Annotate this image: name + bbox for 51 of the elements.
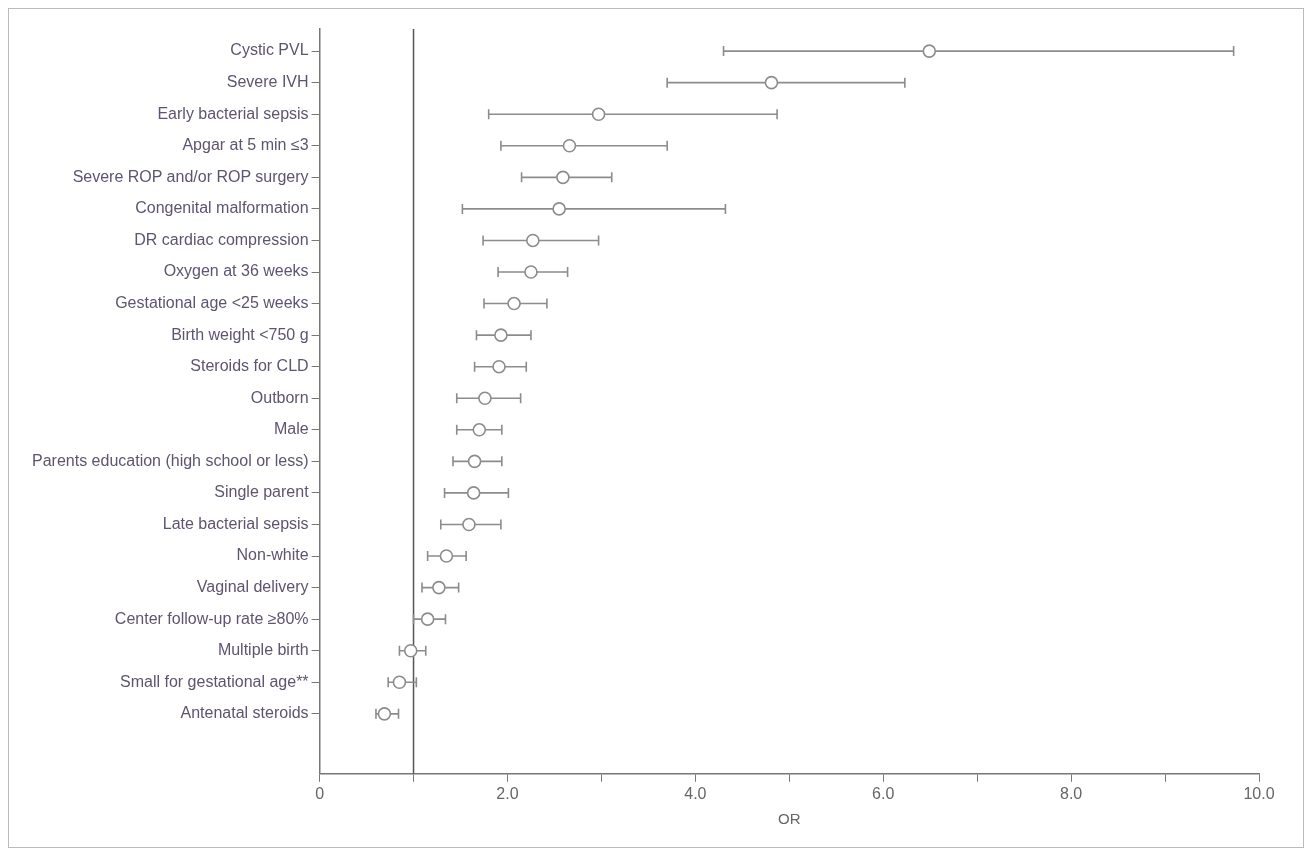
point bbox=[420, 612, 435, 626]
y-tick-label: Birth weight <750 g bbox=[171, 325, 309, 343]
y-tick-label: Antenatal steroids bbox=[180, 704, 309, 722]
y-tick-label: Severe ROP and/or ROP surgery bbox=[72, 167, 309, 185]
y-tick-label: Steroids for CLD bbox=[190, 357, 309, 375]
y-tick-label: Single parent bbox=[214, 483, 310, 501]
y-tick-label: Oxygen at 36 weeks bbox=[163, 262, 309, 280]
y-tick-label: Parents education (high school or less) bbox=[32, 451, 309, 469]
point bbox=[591, 107, 606, 122]
point bbox=[377, 707, 392, 721]
point bbox=[494, 328, 508, 342]
y-tick-label: Vaginal delivery bbox=[196, 578, 309, 596]
y-tick-label: Early bacterial sepsis bbox=[157, 104, 309, 122]
point bbox=[439, 549, 454, 563]
y-tick-label: Multiple birth bbox=[217, 641, 309, 659]
point bbox=[466, 486, 481, 500]
y-tick-label: Gestational age <25 weeks bbox=[115, 293, 309, 311]
y-tick-label: Late bacterial sepsis bbox=[162, 514, 309, 532]
x-tick-label: 10.0 bbox=[1243, 784, 1275, 802]
point bbox=[552, 202, 566, 216]
y-tick-label: Cystic PVL bbox=[230, 41, 309, 59]
point bbox=[922, 44, 937, 58]
point bbox=[507, 296, 521, 311]
point bbox=[467, 454, 482, 469]
x-tick-label: 2.0 bbox=[496, 784, 519, 802]
y-tick-label: Outborn bbox=[250, 388, 309, 406]
point bbox=[462, 517, 476, 532]
point bbox=[524, 265, 538, 279]
y-tick-label: Congenital malformation bbox=[135, 199, 309, 217]
point bbox=[472, 423, 487, 437]
y-tick-label: DR cardiac compression bbox=[134, 230, 309, 248]
point bbox=[492, 359, 506, 374]
x-tick-label: 0 bbox=[315, 784, 325, 802]
x-tick-label: 8.0 bbox=[1059, 784, 1083, 802]
point bbox=[403, 643, 418, 658]
point bbox=[562, 138, 577, 153]
y-tick-label: Male bbox=[273, 420, 309, 438]
x-axis-title: OR bbox=[778, 810, 801, 828]
x-tick-label: 6.0 bbox=[872, 784, 895, 802]
point bbox=[478, 391, 492, 406]
point bbox=[526, 233, 540, 248]
y-tick-label: Small for gestational age** bbox=[120, 672, 309, 690]
x-tick-label: 4.0 bbox=[684, 784, 707, 802]
point bbox=[432, 580, 446, 595]
y-tick-label: Severe IVH bbox=[226, 73, 309, 91]
point bbox=[556, 170, 570, 185]
y-tick-label: Non-white bbox=[236, 546, 309, 564]
y-tick-label: Center follow-up rate ≥80% bbox=[114, 609, 309, 627]
point bbox=[764, 75, 779, 90]
point bbox=[392, 675, 407, 690]
y-tick-label: Apgar at 5 min ≤3 bbox=[182, 136, 309, 154]
